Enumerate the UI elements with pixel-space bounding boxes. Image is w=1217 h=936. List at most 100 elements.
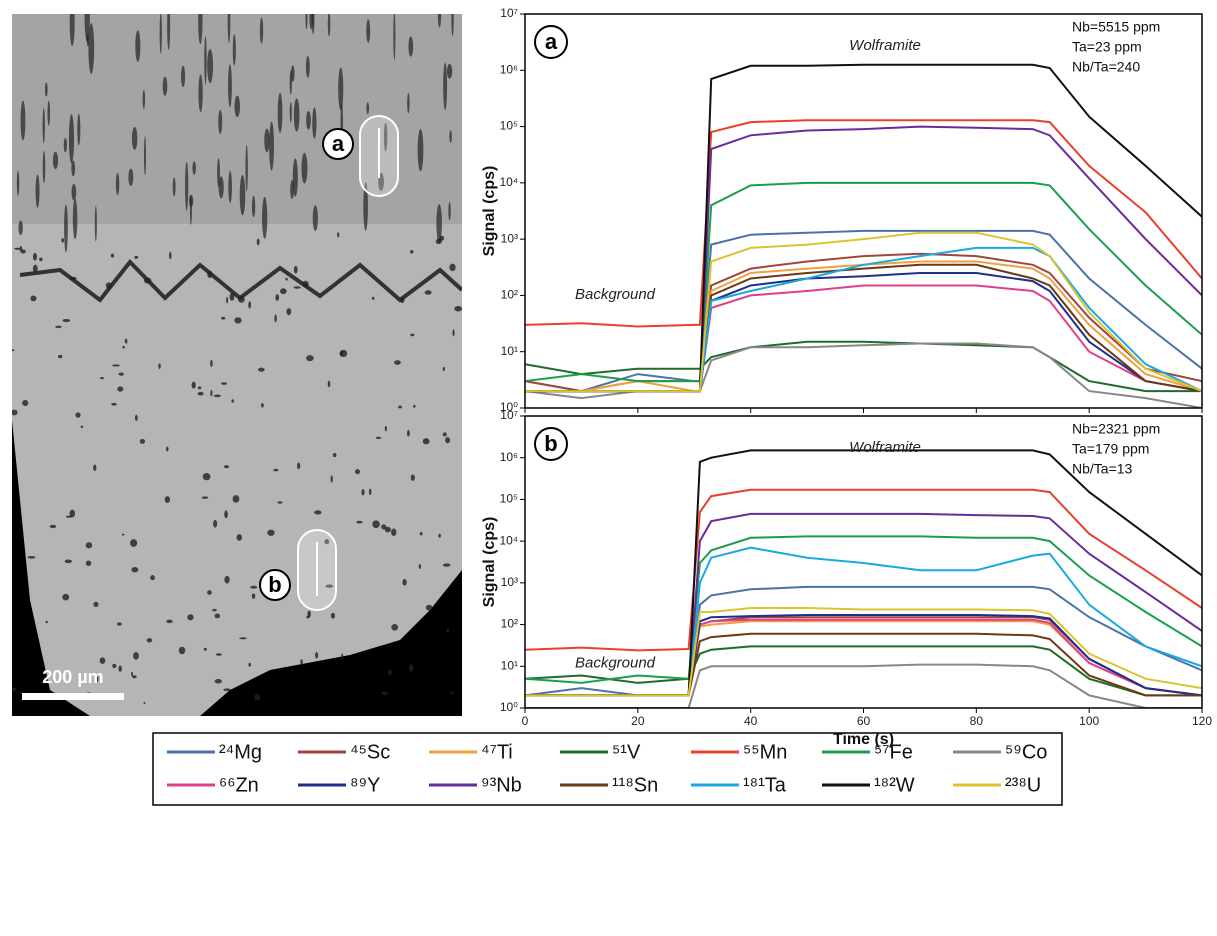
pore [19,246,23,252]
legend-label: ⁵¹V [612,741,641,763]
signal-line [525,229,1202,393]
info-text: Nb/Ta=240 [1072,59,1140,75]
pore [118,665,122,672]
streak [436,204,442,243]
pore [112,663,117,669]
streak [292,158,298,197]
streak [289,70,292,95]
pore [398,405,402,409]
pore [80,425,84,428]
pore [202,473,211,481]
streak [84,14,90,42]
streak [172,177,176,197]
pore [166,446,169,452]
pore [391,528,397,536]
pore [449,691,454,694]
streak [228,64,232,108]
streak [20,100,26,141]
pore [293,286,301,289]
pore [118,372,124,376]
pore [356,520,363,524]
pore [116,622,122,626]
bse-image [12,14,462,716]
pore [30,295,37,302]
pore [375,436,382,440]
pore [452,329,455,337]
pore [406,430,410,437]
streak [42,150,46,184]
pore [45,620,48,624]
pore [324,539,330,545]
streak [72,198,78,240]
pore [445,628,450,633]
legend-label: ¹⁸¹Ta [743,774,787,796]
pore [95,675,99,683]
pore [12,349,15,352]
streak [305,56,310,78]
y-tick-label: 10² [501,288,518,302]
signal-line [525,607,1202,697]
streak [218,176,224,199]
plot-lines [525,63,1202,408]
pore [169,251,172,260]
pore [32,264,38,273]
pore [139,438,146,444]
signal-line [525,231,1202,393]
streak [218,109,223,135]
signal-line [525,535,1202,684]
pore [166,619,173,624]
image-label: a [332,131,345,156]
scale-bar [22,693,124,700]
streak [192,161,196,175]
pore [302,280,309,288]
pore [117,386,124,392]
panel-circle [534,427,568,461]
y-tick-label: 10⁴ [499,533,518,547]
streak [277,92,283,134]
y-tick-label: 10³ [501,575,518,589]
pore [131,567,139,573]
y-tick-label: 10² [501,617,518,631]
pore [408,664,414,672]
pore [381,524,387,530]
signal-line [525,488,1202,652]
streak [451,14,454,37]
streak [135,30,141,62]
pore [394,360,401,365]
legend-label: ²³⁸U [1005,774,1041,796]
info-text: Nb=2321 ppm [1072,421,1160,437]
pore [213,394,222,398]
streak [185,161,189,211]
pore [418,564,422,569]
legend-label: ¹¹⁸Sn [612,774,658,796]
streak [407,93,410,114]
pore [435,238,442,245]
pore [330,475,333,483]
streak [217,158,220,188]
pore [133,651,139,660]
streak [383,122,388,152]
pore [134,414,138,422]
pore [130,539,138,547]
streak [309,14,314,30]
background-label: Background [575,655,656,672]
pore [306,615,310,619]
pore [391,624,399,631]
streak [71,183,77,201]
pore [332,452,337,458]
signal-line [525,663,1202,708]
pore [410,333,415,337]
pore [442,366,445,372]
pore [112,364,120,367]
pore [27,555,36,559]
pore [164,496,171,504]
streak [44,82,48,97]
streak [417,128,424,172]
pore [224,510,228,519]
legend-label: ¹⁸²W [874,774,915,796]
pore [355,469,361,475]
streak [443,62,448,111]
pore [221,316,226,320]
streak [143,136,147,176]
